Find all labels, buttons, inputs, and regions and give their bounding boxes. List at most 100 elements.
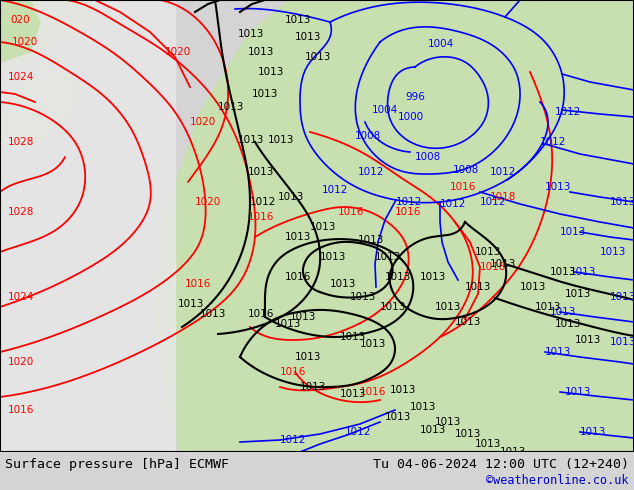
Text: 1018: 1018 xyxy=(490,192,516,202)
Text: 1013: 1013 xyxy=(435,417,462,427)
Text: 1013: 1013 xyxy=(200,309,226,319)
Text: 1004: 1004 xyxy=(428,39,454,49)
Text: 1013: 1013 xyxy=(218,102,244,112)
Text: 1013: 1013 xyxy=(380,302,406,312)
Text: 1020: 1020 xyxy=(165,47,191,57)
Text: 1013: 1013 xyxy=(178,299,204,309)
Text: 1016: 1016 xyxy=(185,279,211,289)
Text: 1013: 1013 xyxy=(545,347,571,357)
Text: 1013: 1013 xyxy=(330,279,356,289)
Text: 1020: 1020 xyxy=(195,197,221,207)
Text: 1013: 1013 xyxy=(610,197,634,207)
Text: 1013: 1013 xyxy=(475,247,501,257)
Text: 1013: 1013 xyxy=(610,292,634,302)
Text: 1013: 1013 xyxy=(300,382,327,392)
Text: 1013: 1013 xyxy=(390,385,417,395)
Text: 1008: 1008 xyxy=(453,165,479,175)
Text: 1013: 1013 xyxy=(570,267,597,277)
Text: 1013: 1013 xyxy=(285,15,311,25)
Text: 1013: 1013 xyxy=(252,89,278,99)
Text: 1013: 1013 xyxy=(238,29,264,39)
Text: 1013: 1013 xyxy=(238,135,264,145)
Text: 1012: 1012 xyxy=(480,197,507,207)
Text: 1020: 1020 xyxy=(12,37,38,47)
Text: 1013: 1013 xyxy=(580,427,606,437)
Text: 1013: 1013 xyxy=(285,232,311,242)
Text: ©weatheronline.co.uk: ©weatheronline.co.uk xyxy=(486,473,629,487)
Text: 1013: 1013 xyxy=(455,429,481,439)
Text: Tu 04-06-2024 12:00 UTC (12+240): Tu 04-06-2024 12:00 UTC (12+240) xyxy=(373,458,629,470)
Text: 1012: 1012 xyxy=(250,197,276,207)
Text: 1012: 1012 xyxy=(490,167,516,177)
Text: 1013: 1013 xyxy=(310,222,337,232)
Text: 1013: 1013 xyxy=(385,272,411,282)
Text: 1013: 1013 xyxy=(475,439,501,449)
Text: 1013: 1013 xyxy=(565,387,592,397)
Text: 1013: 1013 xyxy=(248,167,275,177)
Text: 1013: 1013 xyxy=(360,339,386,349)
Text: 1020: 1020 xyxy=(190,117,216,127)
Polygon shape xyxy=(0,0,100,72)
Polygon shape xyxy=(155,0,634,452)
Text: 1012: 1012 xyxy=(440,199,467,209)
Text: 1004: 1004 xyxy=(372,105,398,115)
Text: 1013: 1013 xyxy=(600,247,626,257)
Text: 1013: 1013 xyxy=(535,302,561,312)
Text: 1013: 1013 xyxy=(550,267,576,277)
Text: 996: 996 xyxy=(405,92,425,102)
Text: 1008: 1008 xyxy=(355,131,381,141)
Text: 1013: 1013 xyxy=(385,412,411,422)
Text: 1013: 1013 xyxy=(550,307,576,317)
Text: 1012: 1012 xyxy=(322,185,348,195)
Polygon shape xyxy=(0,0,40,62)
Text: 1018: 1018 xyxy=(480,262,507,272)
Text: 1013: 1013 xyxy=(305,52,332,62)
Text: 1016: 1016 xyxy=(248,212,275,222)
Text: 1013: 1013 xyxy=(320,252,346,262)
Text: 1013: 1013 xyxy=(420,272,446,282)
Text: 1020: 1020 xyxy=(8,357,34,367)
Text: 1013: 1013 xyxy=(248,47,275,57)
Text: 1013: 1013 xyxy=(358,235,384,245)
Polygon shape xyxy=(0,0,175,452)
Text: 020: 020 xyxy=(10,15,30,25)
Text: 1013: 1013 xyxy=(268,135,294,145)
Text: 1013: 1013 xyxy=(290,312,316,322)
Text: 1013: 1013 xyxy=(610,337,634,347)
Text: 1016: 1016 xyxy=(8,405,34,415)
Text: 1013: 1013 xyxy=(275,319,301,329)
Text: 1012: 1012 xyxy=(540,137,566,147)
Text: 1012: 1012 xyxy=(280,435,306,445)
Text: 1013: 1013 xyxy=(455,317,481,327)
Text: 1016: 1016 xyxy=(450,182,476,192)
Polygon shape xyxy=(0,52,80,152)
Text: 1013: 1013 xyxy=(435,302,462,312)
Text: 1008: 1008 xyxy=(415,152,441,162)
Text: 1013: 1013 xyxy=(555,319,581,329)
Text: 1012: 1012 xyxy=(345,427,372,437)
Text: 1013: 1013 xyxy=(420,425,446,435)
Text: 1013: 1013 xyxy=(545,182,571,192)
Text: 1013: 1013 xyxy=(500,447,526,457)
Text: 1013: 1013 xyxy=(340,332,366,342)
Text: 1016: 1016 xyxy=(285,272,311,282)
Text: 1013: 1013 xyxy=(258,67,285,77)
Text: 1016: 1016 xyxy=(338,207,365,217)
Text: 1013: 1013 xyxy=(490,259,516,269)
Text: Surface pressure [hPa] ECMWF: Surface pressure [hPa] ECMWF xyxy=(5,458,229,470)
Text: 1016: 1016 xyxy=(248,309,275,319)
Text: 1013: 1013 xyxy=(295,352,321,362)
Text: 1013: 1013 xyxy=(520,282,547,292)
Text: 1013: 1013 xyxy=(465,282,491,292)
Text: 1013: 1013 xyxy=(295,32,321,42)
Text: 1016: 1016 xyxy=(360,387,386,397)
Text: 1028: 1028 xyxy=(8,137,34,147)
Text: 1016: 1016 xyxy=(280,367,306,377)
Text: 1013: 1013 xyxy=(565,289,592,299)
Text: 1013: 1013 xyxy=(560,227,586,237)
Text: 1012: 1012 xyxy=(555,107,581,117)
Text: 1000: 1000 xyxy=(398,112,424,122)
Text: 1024: 1024 xyxy=(8,72,34,82)
Text: 1013: 1013 xyxy=(340,389,366,399)
Text: 1016: 1016 xyxy=(395,207,422,217)
